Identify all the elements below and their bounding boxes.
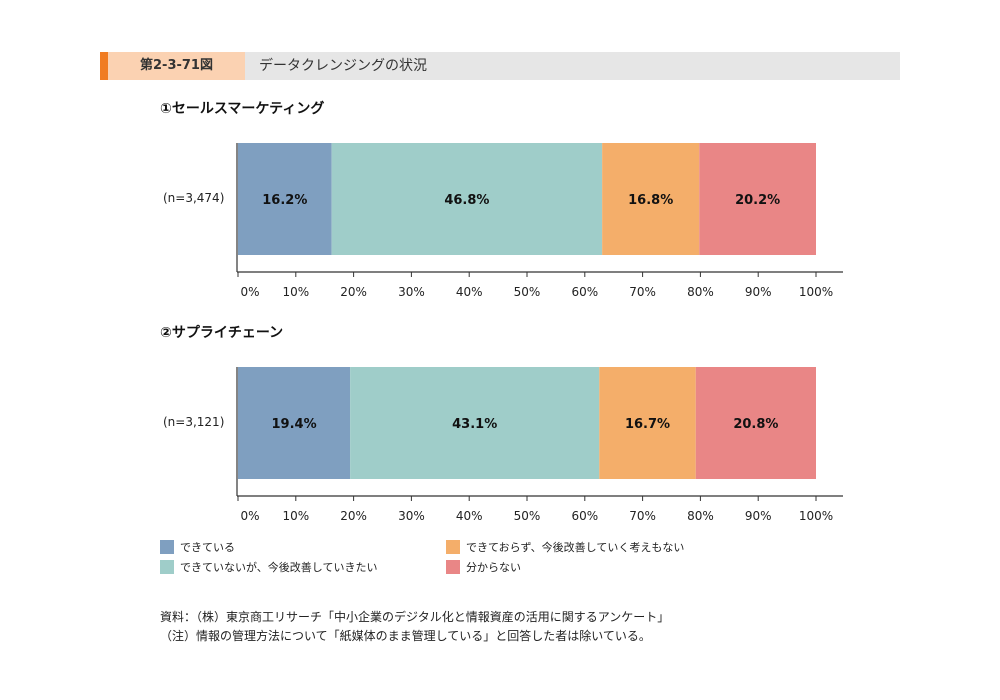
legend-label: できておらず、今後改善していく考えもない: [466, 541, 685, 554]
data-label: 46.8%: [444, 193, 489, 208]
legend-swatch: [446, 560, 460, 574]
x-tick-label: 30%: [398, 285, 425, 299]
bar-segment: [238, 367, 351, 479]
bar-segment: [602, 143, 700, 255]
x-tick-label: 0%: [240, 285, 259, 299]
data-label: 16.8%: [628, 193, 673, 208]
bar-segment: [695, 367, 816, 479]
legend-label: できている: [180, 541, 235, 554]
x-tick-label: 100%: [799, 509, 833, 523]
bar-segment: [350, 367, 600, 479]
legend-swatch: [160, 540, 174, 554]
x-tick-label: 70%: [629, 509, 656, 523]
legend-item: できていないが、今後改善していきたい: [160, 559, 377, 575]
chart2-category: (n=3,121): [163, 415, 225, 429]
x-tick-label: 60%: [571, 509, 598, 523]
x-tick-label: 40%: [456, 509, 483, 523]
bar-segment: [238, 143, 332, 255]
x-tick-label: 90%: [745, 509, 772, 523]
data-label: 20.8%: [733, 417, 778, 432]
header-accent: [100, 52, 108, 80]
chart1-category: (n=3,474): [163, 191, 225, 205]
x-tick-label: 10%: [282, 509, 309, 523]
footnote: （注）情報の管理方法について「紙媒体のまま管理している」と回答した者は除いている…: [160, 629, 651, 643]
x-tick-label: 40%: [456, 285, 483, 299]
data-label: 16.7%: [625, 417, 670, 432]
x-tick-label: 100%: [799, 285, 833, 299]
legend-item: 分からない: [446, 559, 521, 575]
legend-swatch: [446, 540, 460, 554]
x-tick-label: 30%: [398, 509, 425, 523]
x-tick-label: 60%: [571, 285, 598, 299]
chart1-title: ①セールスマーケティング: [160, 101, 325, 117]
data-label: 16.2%: [262, 193, 307, 208]
x-tick-label: 20%: [340, 285, 367, 299]
x-tick-label: 0%: [240, 509, 259, 523]
figure-number: 第2-3-71図: [108, 52, 245, 80]
legend-swatch: [160, 560, 174, 574]
data-label: 19.4%: [272, 417, 317, 432]
figure-title: データクレンジングの状況: [245, 52, 900, 80]
bar-segment: [699, 143, 816, 255]
data-label: 43.1%: [452, 417, 497, 432]
legend-label: 分からない: [466, 561, 521, 574]
bar-segment: [331, 143, 603, 255]
legend-label: できていないが、今後改善していきたい: [180, 561, 378, 574]
source-note: 資料：（株）東京商工リサーチ「中小企業のデジタル化と情報資産の活用に関するアンケ…: [160, 610, 670, 624]
x-tick-label: 80%: [687, 509, 714, 523]
x-tick-label: 10%: [282, 285, 309, 299]
x-tick-label: 50%: [514, 285, 541, 299]
data-label: 20.2%: [735, 193, 780, 208]
legend-item: できている: [160, 539, 235, 555]
bar-segment: [599, 367, 696, 479]
x-tick-label: 80%: [687, 285, 714, 299]
chart2-title: ②サプライチェーン: [160, 325, 284, 341]
x-tick-label: 90%: [745, 285, 772, 299]
x-tick-label: 70%: [629, 285, 656, 299]
legend-item: できておらず、今後改善していく考えもない: [446, 539, 684, 555]
x-tick-label: 20%: [340, 509, 367, 523]
x-tick-label: 50%: [514, 509, 541, 523]
